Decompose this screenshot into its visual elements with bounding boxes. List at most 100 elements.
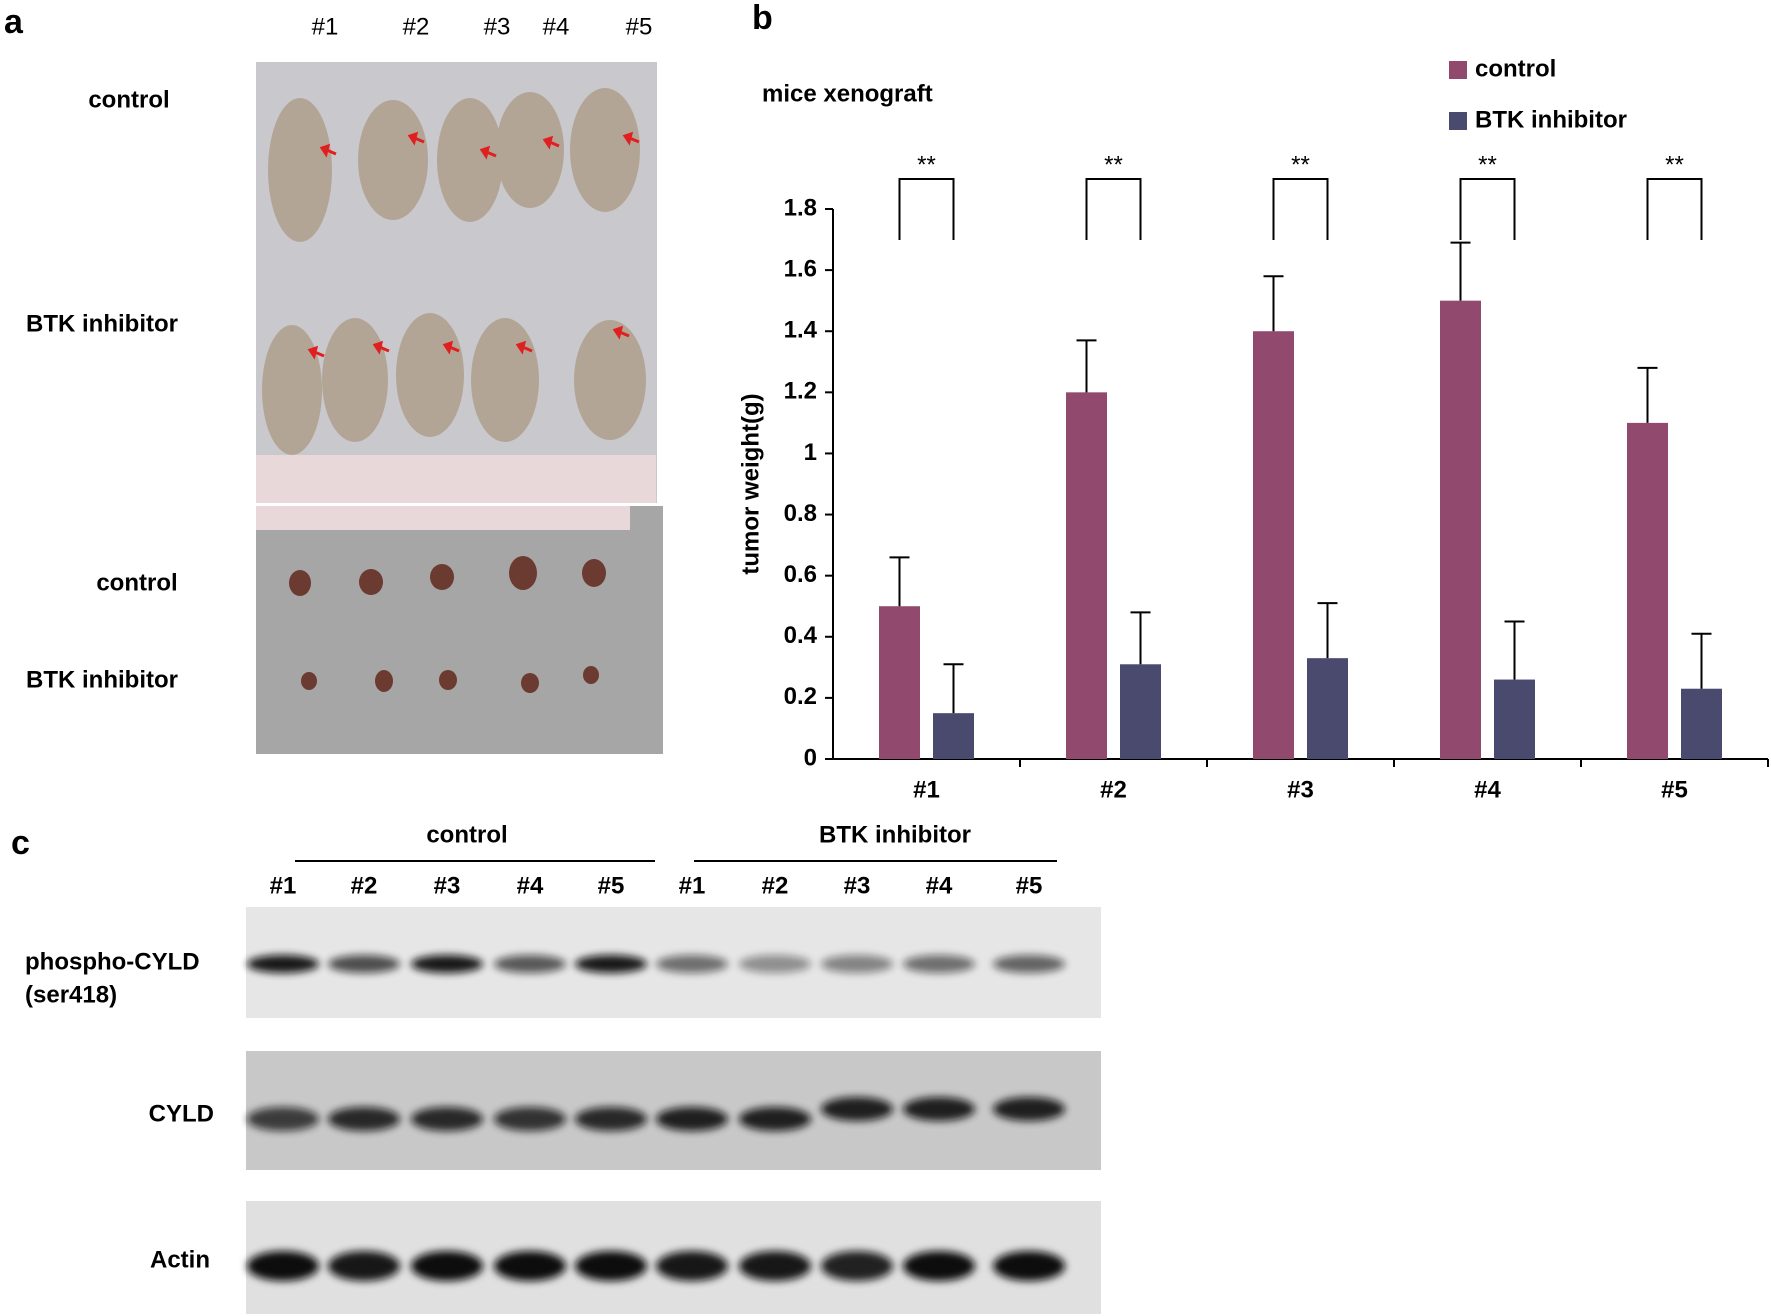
- blot-band: [494, 1251, 566, 1281]
- blot-band: [328, 955, 400, 973]
- error-bar: [1637, 366, 1658, 423]
- y-tick-label: 1.6: [784, 255, 817, 282]
- error-bar: [1076, 339, 1097, 393]
- blot-band: [494, 1107, 566, 1131]
- blot-band: [575, 1251, 647, 1281]
- blot-label: CYLD: [149, 1100, 214, 1127]
- blot-band: [739, 1251, 811, 1281]
- blot-band: [494, 955, 566, 973]
- group-label: BTK inhibitor: [819, 821, 971, 848]
- bar: [1681, 688, 1722, 759]
- row-label: control: [96, 569, 177, 596]
- blot-band: [411, 955, 483, 973]
- arrow: [372, 340, 390, 355]
- blot-band: [656, 955, 728, 973]
- bar: [1307, 658, 1348, 759]
- bar: [1120, 664, 1161, 759]
- lane-label: #4: [517, 872, 544, 899]
- panel-letter: b: [752, 0, 773, 37]
- error-bar: [943, 663, 964, 714]
- mouse-number: #5: [626, 13, 653, 40]
- arrow: [442, 340, 460, 355]
- blot-band: [993, 1251, 1065, 1281]
- significance-bracket: [1272, 178, 1329, 240]
- ruler: [256, 506, 630, 530]
- mouse-number: #4: [543, 13, 570, 40]
- legend-label: control: [1475, 55, 1556, 82]
- significance-bracket: [898, 178, 955, 240]
- lane-label: #2: [351, 872, 378, 899]
- arrow: [307, 345, 325, 360]
- arrow: [515, 340, 533, 355]
- x-tick-label: #4: [1474, 776, 1501, 803]
- error-bar: [1450, 241, 1471, 301]
- significance-label: **: [917, 151, 936, 178]
- bar: [1440, 300, 1481, 759]
- bar: [1627, 422, 1668, 759]
- y-tick-label: 0: [804, 744, 817, 771]
- significance-label: **: [1291, 151, 1310, 178]
- y-tick-label: 1.2: [784, 378, 817, 405]
- blot-label: Actin: [150, 1246, 210, 1273]
- significance-label: **: [1104, 151, 1123, 178]
- blot-band: [993, 1097, 1065, 1121]
- x-tick-label: #1: [913, 776, 940, 803]
- arrow: [612, 325, 630, 340]
- bar: [933, 713, 974, 759]
- blot-band: [821, 1251, 893, 1281]
- y-tick-label: 0.4: [784, 622, 818, 649]
- error-bar: [889, 556, 910, 607]
- x-tick-label: #2: [1100, 776, 1127, 803]
- blot-band: [411, 1107, 483, 1131]
- legend-swatch: [1449, 112, 1467, 130]
- blot-band: [821, 1097, 893, 1121]
- blot-band: [739, 1107, 811, 1131]
- significance-bracket: [1085, 178, 1142, 240]
- lane-label: #4: [926, 872, 953, 899]
- chart-title: mice xenograft: [762, 80, 933, 107]
- significance-label: **: [1478, 151, 1497, 178]
- row-label: control: [88, 86, 169, 113]
- error-bar: [1504, 620, 1525, 680]
- y-tick-label: 0.6: [784, 561, 817, 588]
- significance-bracket: [1646, 178, 1703, 240]
- blot-band: [247, 1251, 319, 1281]
- arrow: [407, 131, 425, 146]
- blot-label: (ser418): [25, 981, 117, 1008]
- bar: [1253, 331, 1294, 759]
- y-axis-label: tumor weight(g): [737, 393, 764, 574]
- blot-band: [903, 1097, 975, 1121]
- arrow: [319, 143, 337, 158]
- y-tick-label: 1.4: [784, 317, 818, 344]
- tumor-photo: [256, 506, 663, 754]
- mouse-number: #3: [484, 13, 511, 40]
- lane-label: #5: [598, 872, 625, 899]
- y-tick-label: 1: [804, 439, 817, 466]
- row-label: BTK inhibitor: [26, 666, 178, 693]
- significance-label: **: [1665, 151, 1684, 178]
- error-bar: [1130, 611, 1151, 665]
- blot-band: [247, 1107, 319, 1131]
- y-tick-label: 0.2: [784, 683, 817, 710]
- lane-label: #1: [270, 872, 297, 899]
- blot-band: [575, 955, 647, 973]
- blot-band: [656, 1107, 728, 1131]
- bar: [1066, 392, 1107, 759]
- lane-label: #3: [434, 872, 461, 899]
- blot-band: [903, 1251, 975, 1281]
- lane-label: #2: [762, 872, 789, 899]
- blot-band: [656, 1251, 728, 1281]
- lane-label: #5: [1016, 872, 1043, 899]
- blot-band: [739, 955, 811, 973]
- significance-bracket: [1459, 178, 1516, 240]
- arrow: [479, 145, 497, 160]
- panel-letter: c: [11, 824, 30, 862]
- blot-band: [328, 1251, 400, 1281]
- error-bar: [1317, 602, 1338, 659]
- y-tick-label: 1.8: [784, 194, 817, 221]
- blot-band: [903, 955, 975, 973]
- tumors: [289, 556, 606, 693]
- panel-letter: a: [4, 3, 24, 41]
- arrow: [622, 131, 640, 146]
